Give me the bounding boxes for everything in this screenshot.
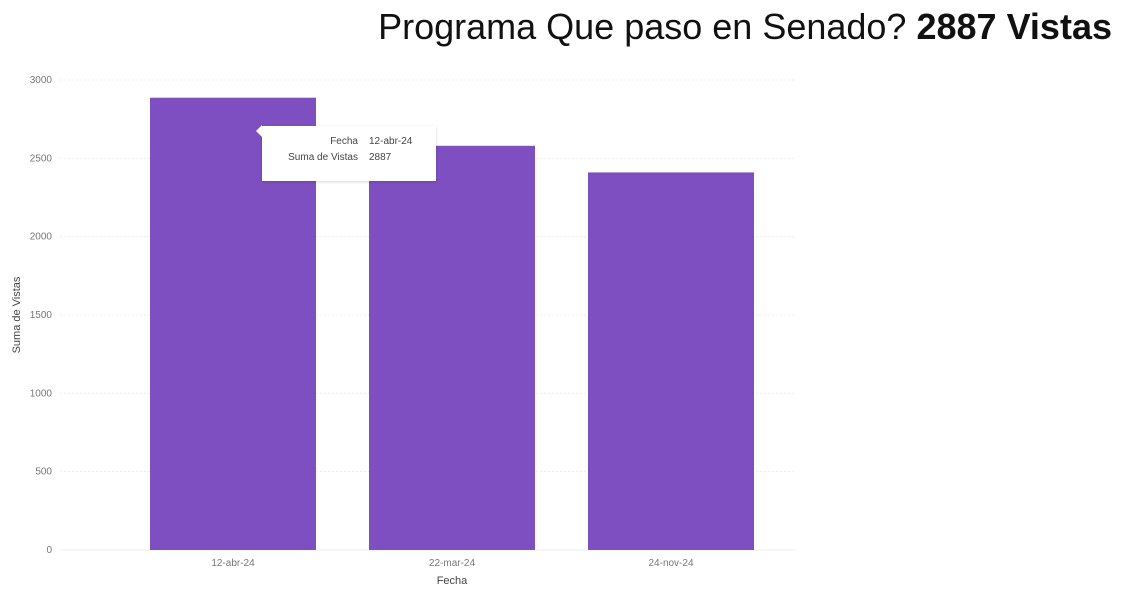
x-tick-label: 24-nov-24 [648,558,693,569]
y-tick-label: 0 [46,545,52,556]
bar-24-nov-24[interactable] [588,172,754,550]
title-text: Programa Que paso en Senado? [378,6,907,47]
x-axis-ticks: 12-abr-24 22-mar-24 24-nov-24 [211,558,694,569]
x-tick-label: 12-abr-24 [211,558,255,569]
tooltip-value: 2887 [369,152,392,163]
bars [150,97,754,551]
bar-22-mar-24[interactable] [369,145,535,551]
x-axis-label: Fecha [437,575,468,587]
y-axis-label: Suma de Vistas [11,276,23,353]
y-tick-label: 2500 [30,153,53,164]
tooltip-value: 12-abr-24 [369,136,413,147]
tooltip-row-fecha: Fecha 12-abr-24 [262,136,436,150]
y-tick-label: 3000 [30,75,53,86]
y-axis-ticks: 0 500 1000 1500 2000 2500 3000 [30,75,53,556]
tooltip-arrow [256,125,262,137]
y-tick-label: 1500 [30,310,53,321]
tooltip: Fecha 12-abr-24 Suma de Vistas 2887 [256,125,436,181]
x-tick-label: 22-mar-24 [429,558,476,569]
tooltip-key: Fecha [330,136,358,147]
y-tick-label: 2000 [30,232,53,243]
title-highlight: 2887 Vistas [916,6,1112,47]
chart-title: Programa Que paso en Senado? 2887 Vistas [378,6,1112,48]
tooltip-key: Suma de Vistas [288,152,358,163]
y-tick-label: 1000 [30,388,53,399]
tooltip-row-vistas: Suma de Vistas 2887 [262,152,436,166]
y-tick-label: 500 [35,467,52,478]
